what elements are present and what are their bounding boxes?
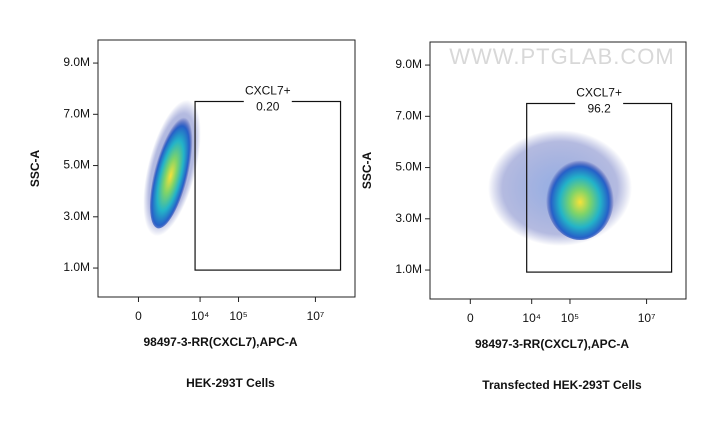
populations <box>143 99 632 246</box>
y-tick-label: 7.0M <box>63 106 90 120</box>
y-axis-label: SSC-A <box>360 152 374 190</box>
plot-frame <box>97 39 356 298</box>
y-tick-label: 1.0M <box>395 262 422 276</box>
x-axis-label: 98497-3-RR(CXCL7),APC-A <box>143 335 297 349</box>
x-tick-label: 0 <box>467 311 474 325</box>
gate-percent: 96.2 <box>587 102 611 116</box>
y-tick-label: 1.0M <box>63 260 90 274</box>
plot-frame <box>429 41 687 300</box>
gate-name: CXCL7+ <box>245 84 291 98</box>
y-tick-label: 9.0M <box>63 55 90 69</box>
x-tick-label: 10⁵ <box>561 311 579 325</box>
population-core <box>150 111 194 229</box>
x-axis-label: 98497-3-RR(CXCL7),APC-A <box>475 337 629 351</box>
x-tick-label: 0 <box>135 309 142 323</box>
gate-percent: 0.20 <box>256 100 280 114</box>
gate-label-bg <box>575 102 624 117</box>
y-axis-label: SSC-A <box>28 150 42 188</box>
population-core <box>546 156 614 240</box>
y-tick-label: 3.0M <box>395 211 422 225</box>
y-tick-label: 3.0M <box>63 209 90 223</box>
gate-name: CXCL7+ <box>576 86 622 100</box>
y-tick-label: 9.0M <box>395 57 422 71</box>
gate-label-bg <box>243 100 292 115</box>
gate <box>194 100 342 271</box>
y-tick-label: 7.0M <box>395 108 422 122</box>
watermark: WWW.PTGLAB.COM <box>449 44 674 69</box>
y-tick-label: 5.0M <box>395 160 422 174</box>
x-tick-label: 10⁷ <box>307 309 325 323</box>
x-tick-label: 10⁴ <box>191 309 210 323</box>
chart-title: HEK-293T Cells <box>186 376 275 390</box>
x-tick-label: 10⁵ <box>229 309 247 323</box>
x-tick-label: 10⁴ <box>522 311 541 325</box>
x-tick-label: 10⁷ <box>638 311 656 325</box>
chart-title: Transfected HEK-293T Cells <box>482 378 642 392</box>
y-tick-label: 5.0M <box>63 158 90 172</box>
